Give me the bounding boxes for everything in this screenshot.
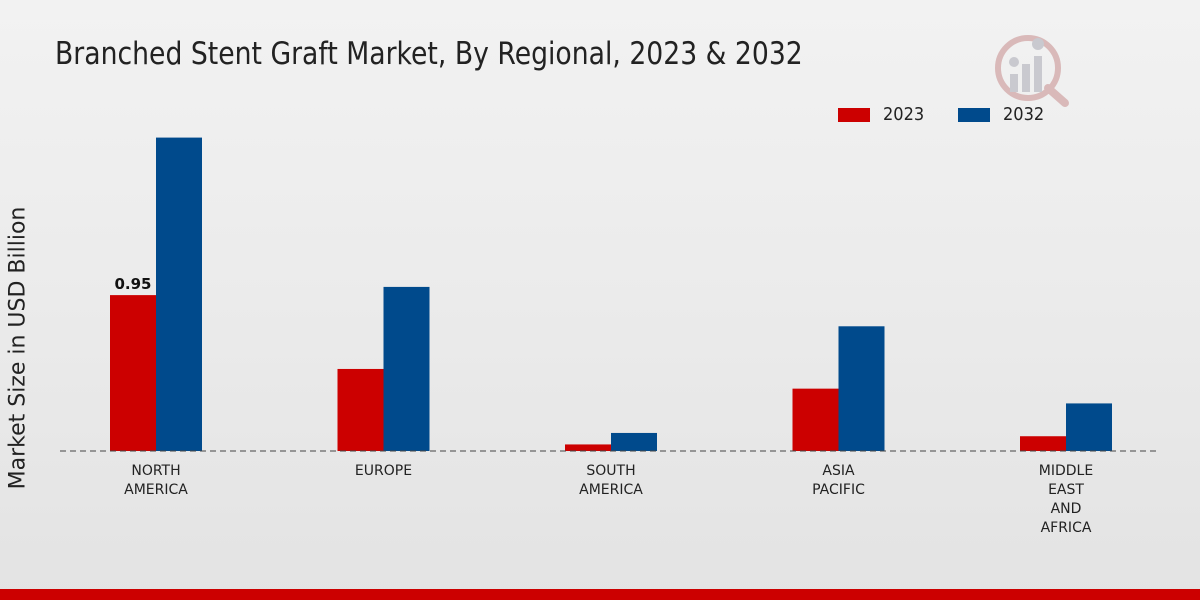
legend-swatch-2032 [958, 107, 990, 122]
x-tick-label-0: NORTH AMERICA [124, 463, 188, 498]
bar-2023-1 [337, 368, 384, 451]
bar-2023-2 [565, 444, 611, 451]
brand-logo-icon [995, 35, 1069, 107]
bar-2032-0 [156, 137, 202, 451]
legend-item-2032: 2032 [958, 104, 1049, 125]
bar-2032-1 [383, 286, 430, 451]
x-tick-label-4: MIDDLE EAST AND AFRICA [1039, 463, 1093, 536]
x-tick-label-1: EUROPE [355, 463, 412, 479]
bar-2023-0 [110, 295, 156, 451]
chart-title: Branched Stent Graft Market, By Regional… [55, 36, 803, 72]
bar-2023-4 [1020, 436, 1066, 451]
bar-2032-2 [611, 432, 657, 451]
x-tick-label-2: SOUTH AMERICA [579, 463, 643, 498]
legend-item-2023: 2023 [838, 104, 929, 125]
footer-accent-bar [0, 589, 1200, 600]
bar-2023-3 [792, 388, 839, 451]
legend-swatch-2023 [838, 107, 870, 122]
x-tick-label-3: ASIA PACIFIC [812, 463, 865, 498]
legend-label-2023: 2023 [883, 104, 925, 125]
bar-2032-3 [838, 326, 885, 451]
data-label-0: 0.95 [114, 275, 151, 293]
legend-label-2032: 2032 [1003, 104, 1045, 125]
bar-2032-4 [1066, 403, 1112, 451]
